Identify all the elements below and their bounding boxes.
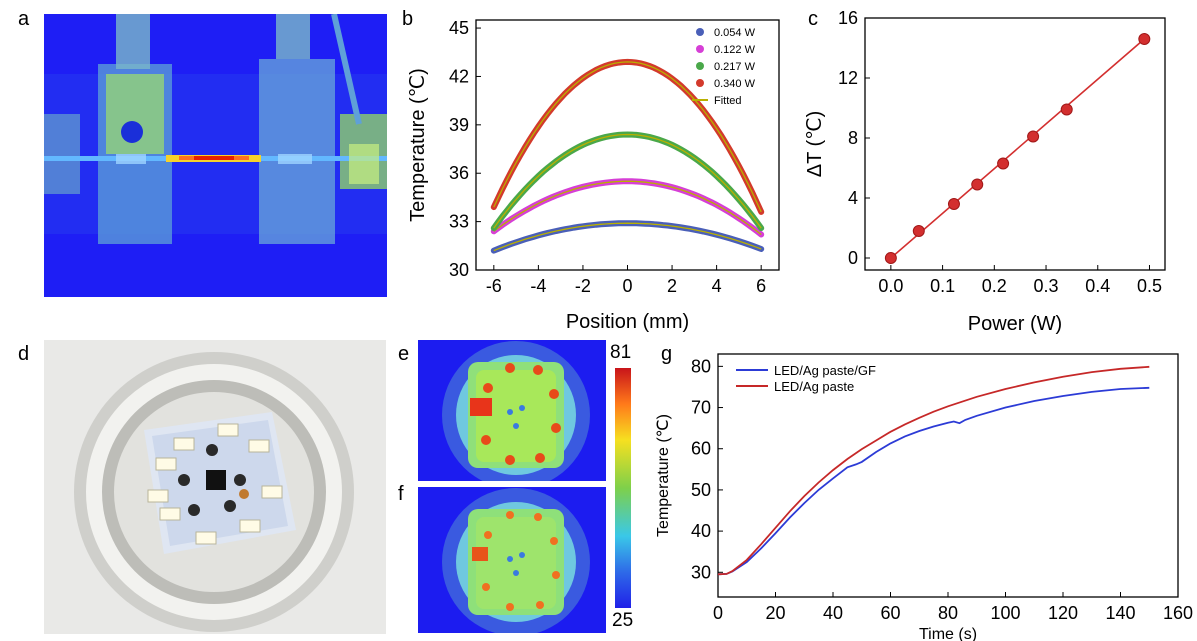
series-line bbox=[717, 365, 1150, 576]
led-board-photo bbox=[44, 340, 386, 634]
data-point bbox=[997, 157, 1010, 170]
data-point bbox=[971, 178, 984, 191]
data-point bbox=[1027, 130, 1040, 143]
y-tick-label: 36 bbox=[449, 163, 469, 183]
y-tick-label: 50 bbox=[691, 480, 711, 500]
x-axis-label: Power (W) bbox=[968, 313, 1062, 335]
panel-label-b: b bbox=[402, 8, 414, 30]
data-point bbox=[1060, 103, 1073, 116]
x-tick-label: 100 bbox=[990, 603, 1020, 623]
fitted-line bbox=[493, 222, 762, 252]
y-tick-label: 45 bbox=[449, 18, 469, 38]
data-point bbox=[884, 252, 897, 264]
x-tick-label: 0.0 bbox=[878, 276, 903, 296]
y-axis-label: ΔT (℃) bbox=[804, 111, 826, 178]
panel-label-e: e bbox=[398, 343, 410, 365]
y-tick-label: 60 bbox=[691, 439, 711, 459]
y-tick-label: 70 bbox=[691, 398, 711, 418]
x-tick-label: 0.3 bbox=[1034, 276, 1059, 296]
y-axis-label: Temperature (℃) bbox=[407, 68, 429, 222]
x-tick-label: -2 bbox=[575, 276, 591, 296]
x-tick-label: 160 bbox=[1163, 603, 1193, 623]
y-tick-label: 4 bbox=[848, 188, 858, 208]
y-tick-label: 30 bbox=[691, 562, 711, 582]
x-tick-label: 6 bbox=[756, 276, 766, 296]
x-tick-label: 0.4 bbox=[1085, 276, 1110, 296]
y-tick-label: 0 bbox=[848, 248, 858, 268]
colorbar-max-label: 81 bbox=[610, 342, 632, 363]
data-point bbox=[947, 198, 960, 210]
x-tick-label: 140 bbox=[1105, 603, 1135, 623]
x-tick-label: -4 bbox=[530, 276, 546, 296]
x-tick-label: 0.2 bbox=[982, 276, 1007, 296]
y-tick-label: 80 bbox=[691, 356, 711, 376]
chart-c-delta-t-vs-power: 0.0 0.1 0.2 0.3 0.4 0.5 0 4 8 12 16 Power (W) ΔT (℃) bbox=[804, 8, 1166, 335]
legend-label: Fitted bbox=[714, 95, 742, 107]
x-tick-label: -6 bbox=[486, 276, 502, 296]
x-tick-label: 0 bbox=[713, 603, 723, 623]
colorbar-min-label: 25 bbox=[612, 610, 634, 631]
x-tick-label: 60 bbox=[880, 603, 900, 623]
panel-label-f: f bbox=[398, 483, 404, 505]
legend-label: 0.122 W bbox=[714, 44, 756, 56]
plot-frame bbox=[864, 17, 1166, 271]
panel-label-c: c bbox=[808, 8, 818, 30]
legend-label: LED/Ag paste bbox=[774, 379, 854, 394]
x-tick-label: 0.1 bbox=[930, 276, 955, 296]
y-tick-label: 42 bbox=[449, 66, 469, 86]
y-tick-label: 8 bbox=[848, 128, 858, 148]
thermal-image-board-ag-paste-gf bbox=[418, 487, 606, 633]
x-tick-label: 40 bbox=[823, 603, 843, 623]
chart-b-temperature-profile: -6 -4 -2 0 2 4 6 30 33 36 39 42 45 Position (mm) Tempe… bbox=[407, 18, 780, 333]
x-tick-label: 2 bbox=[667, 276, 677, 296]
x-tick-label: 4 bbox=[712, 276, 722, 296]
fitted-line bbox=[493, 133, 762, 229]
panel-label-g: g bbox=[661, 343, 673, 365]
y-tick-label: 40 bbox=[691, 521, 711, 541]
series-line bbox=[717, 386, 1150, 576]
chart-g-temperature-vs-time: 0 20 40 60 80 100 120 140 160 30 40 50 60 70 80 Time (s… bbox=[655, 353, 1193, 641]
fit-line bbox=[890, 38, 1145, 259]
plot-frame bbox=[475, 19, 780, 271]
x-tick-label: 0 bbox=[622, 276, 632, 296]
legend-label: 0.340 W bbox=[714, 78, 756, 90]
thermal-image-fiber bbox=[44, 14, 387, 297]
legend-label: 0.054 W bbox=[714, 27, 756, 39]
legend-marker bbox=[696, 45, 704, 53]
x-tick-label: 80 bbox=[938, 603, 958, 623]
data-point bbox=[1138, 33, 1151, 45]
y-axis-label: Temperature (℃) bbox=[655, 414, 672, 537]
y-tick-label: 16 bbox=[838, 8, 858, 28]
legend-label: LED/Ag paste/GF bbox=[774, 363, 876, 378]
data-point bbox=[912, 225, 925, 237]
legend-marker bbox=[696, 62, 704, 70]
panel-label-a: a bbox=[18, 8, 30, 30]
x-axis-label: Time (s) bbox=[919, 626, 977, 641]
panel-label-d: d bbox=[18, 343, 30, 365]
legend-marker bbox=[696, 79, 704, 87]
y-tick-label: 12 bbox=[838, 68, 858, 88]
x-axis-label: Position (mm) bbox=[566, 311, 689, 333]
fitted-line bbox=[493, 61, 762, 213]
x-tick-label: 0.5 bbox=[1137, 276, 1162, 296]
y-tick-label: 33 bbox=[449, 212, 469, 232]
colorbar bbox=[615, 368, 631, 608]
legend-label: 0.217 W bbox=[714, 61, 756, 73]
legend-marker bbox=[696, 28, 704, 36]
x-tick-label: 120 bbox=[1048, 603, 1078, 623]
y-tick-label: 30 bbox=[449, 260, 469, 280]
fitted-line bbox=[493, 180, 762, 236]
thermal-image-board-ag-paste bbox=[418, 340, 606, 481]
y-tick-label: 39 bbox=[449, 115, 469, 135]
x-tick-label: 20 bbox=[765, 603, 785, 623]
